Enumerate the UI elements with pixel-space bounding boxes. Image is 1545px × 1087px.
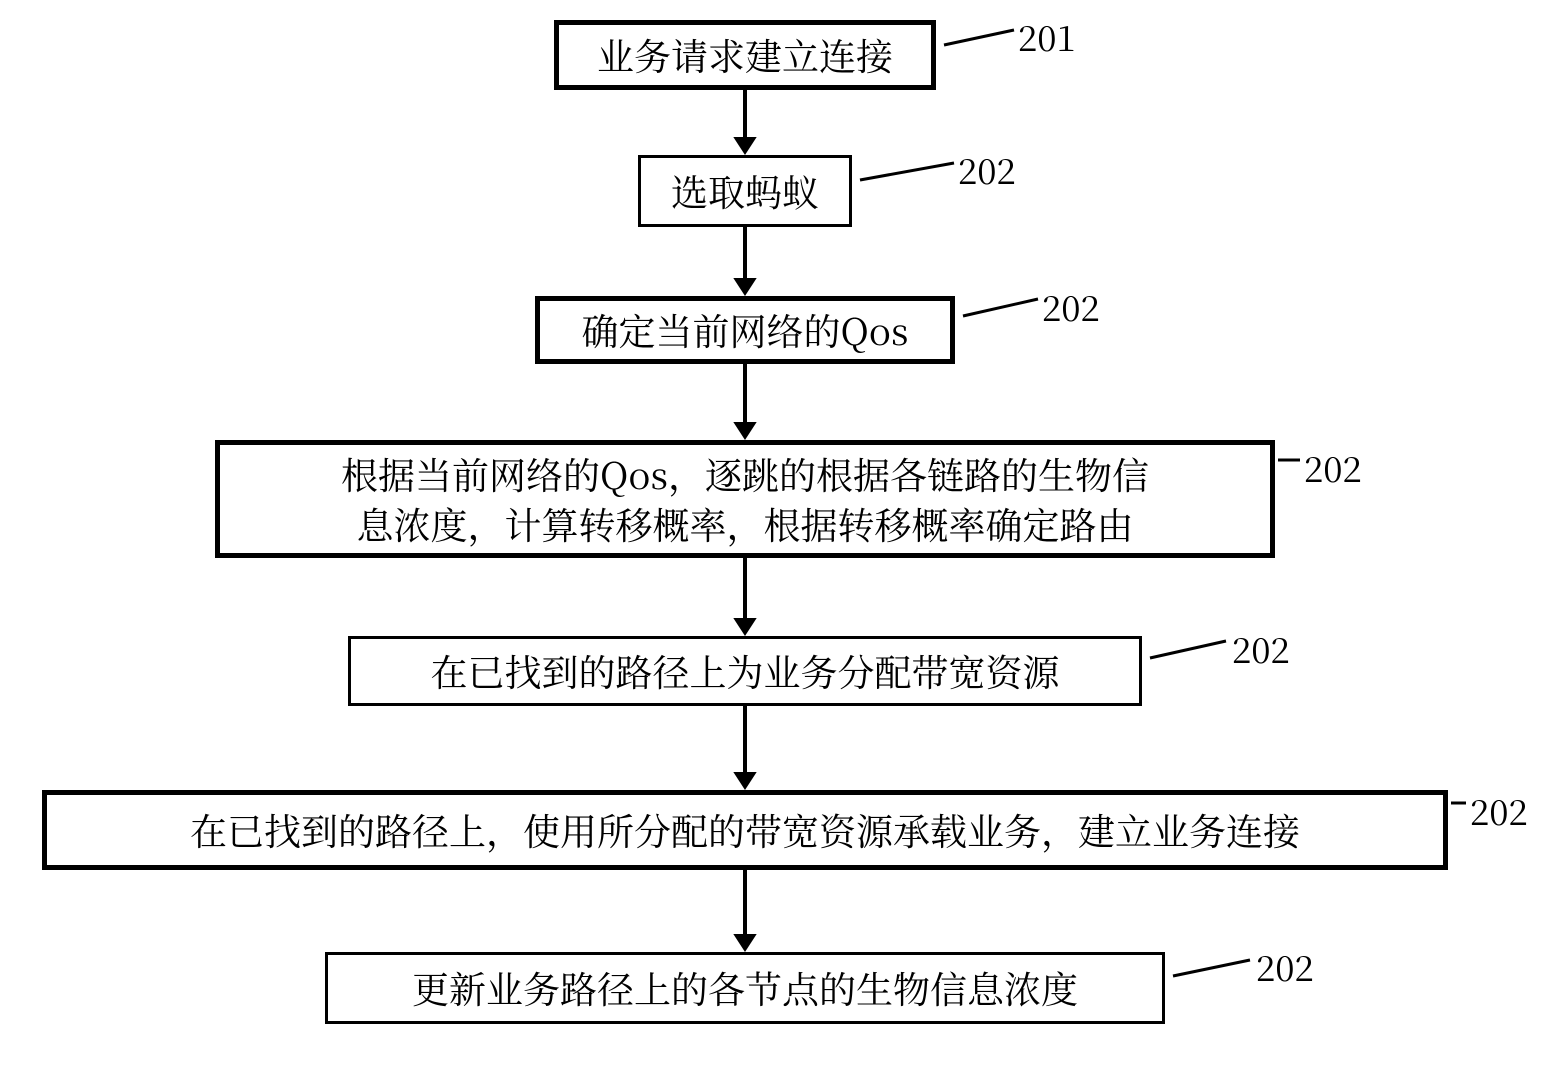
step-label-5: 202	[1232, 624, 1290, 674]
flow-node-3-text: 确定当前网络的Qos	[582, 305, 909, 355]
flow-node-3: 确定当前网络的Qos	[535, 296, 955, 364]
flowchart-container: 业务请求建立连接 选取蚂蚁 确定当前网络的Qos 根据当前网络的Qos，逐跳的根…	[0, 0, 1545, 1087]
step-label-2: 202	[958, 145, 1016, 195]
step-label-6: 202	[1470, 786, 1528, 836]
flow-node-7-text: 更新业务路径上的各节点的生物信息浓度	[412, 963, 1078, 1013]
flow-node-2-text: 选取蚂蚁	[671, 166, 819, 216]
flow-node-1: 业务请求建立连接	[554, 20, 936, 90]
flow-node-6: 在已找到的路径上，使用所分配的带宽资源承载业务，建立业务连接	[42, 790, 1448, 870]
flow-node-7: 更新业务路径上的各节点的生物信息浓度	[325, 952, 1165, 1024]
flow-node-6-text: 在已找到的路径上，使用所分配的带宽资源承载业务，建立业务连接	[190, 805, 1300, 855]
step-label-1: 201	[1018, 12, 1076, 62]
flow-node-4-text: 根据当前网络的Qos，逐跳的根据各链路的生物信息浓度，计算转移概率，根据转移概率…	[341, 449, 1149, 549]
flow-node-1-text: 业务请求建立连接	[597, 30, 893, 80]
step-label-3: 202	[1042, 282, 1100, 332]
flow-node-2: 选取蚂蚁	[638, 155, 852, 227]
flow-node-4: 根据当前网络的Qos，逐跳的根据各链路的生物信息浓度，计算转移概率，根据转移概率…	[215, 440, 1275, 558]
flow-node-5-text: 在已找到的路径上为业务分配带宽资源	[431, 646, 1060, 696]
step-label-4: 202	[1304, 443, 1362, 493]
flow-node-5: 在已找到的路径上为业务分配带宽资源	[348, 636, 1142, 706]
step-label-7: 202	[1256, 942, 1314, 992]
